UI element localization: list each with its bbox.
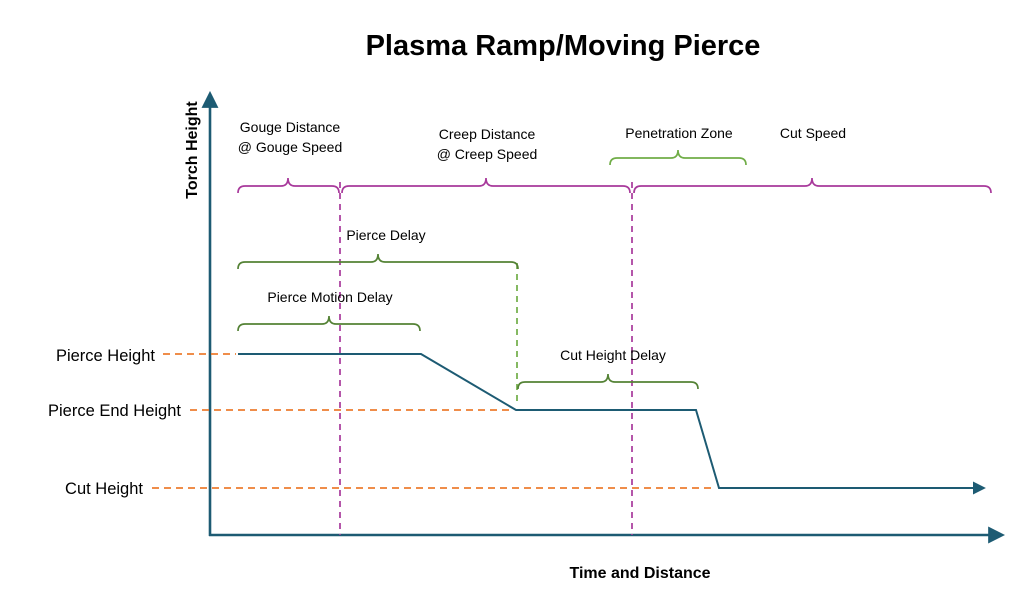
cut-height-delay-brace (517, 373, 699, 390)
pierce-delay-label: Pierce Delay (346, 227, 425, 243)
penetration-zone-label: Penetration Zone (625, 125, 733, 141)
pierce-motion-delay-brace (237, 315, 421, 332)
pierce-delay-brace (237, 253, 519, 270)
cut-height-delay-label: Cut Height Delay (560, 347, 666, 363)
y-axis-label: Torch Height (184, 101, 201, 199)
cut-height-label: Cut Height (65, 480, 143, 498)
gouge-distance-label-line1: Gouge Distance (240, 119, 341, 135)
pierce-motion-delay-label: Pierce Motion Delay (267, 289, 392, 305)
penetration-zone-brace (609, 149, 747, 166)
creep-distance-label-line1: Creep Distance (439, 126, 536, 142)
creep-distance-label-line2: @ Creep Speed (437, 146, 538, 162)
cut-speed-label: Cut Speed (780, 125, 846, 141)
creep-distance-brace (341, 177, 631, 194)
cut-speed-brace (633, 177, 992, 194)
gouge-distance-brace (237, 177, 340, 194)
torch-height-profile (238, 353, 986, 495)
x-axis-label: Time and Distance (569, 565, 710, 582)
pierce-height-label: Pierce Height (56, 347, 155, 365)
gouge-distance-label-line2: @ Gouge Speed (238, 139, 343, 155)
pierce-end-height-label: Pierce End Height (48, 402, 181, 420)
diagram-title: Plasma Ramp/Moving Pierce (366, 30, 761, 62)
